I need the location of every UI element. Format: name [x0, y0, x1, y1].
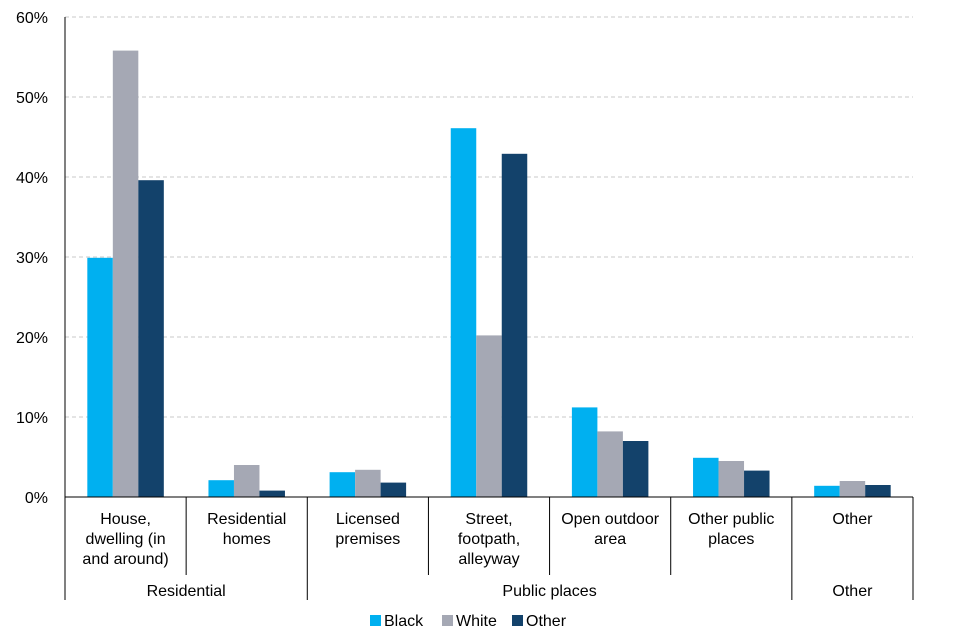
bar-black-5 [693, 457, 719, 497]
bar-black-4 [571, 407, 598, 497]
bar-black-1 [208, 480, 234, 497]
bar-white-2 [355, 469, 381, 497]
bar-other-3 [501, 153, 528, 498]
bar-white-3 [476, 335, 502, 497]
category-label: Street, footpath, alleyway [458, 511, 520, 568]
group-label: Residential [147, 583, 226, 600]
legend-swatch-white [442, 615, 453, 626]
legend-label-other: Other [526, 613, 567, 630]
category-label: House, dwelling (in and around) [82, 511, 168, 568]
group-labels: Residential Public places Other [147, 583, 874, 600]
bar-white-0 [112, 50, 139, 497]
bar-white-6 [839, 481, 866, 497]
y-tick-labels: 0% 10% 20% 30% 40% 50% 60% [16, 10, 48, 507]
category-label: Open outdoor area [561, 511, 660, 548]
y-tick-label: 50% [16, 90, 48, 107]
category-label: Other [832, 511, 873, 528]
bar-other-2 [380, 482, 407, 497]
bar-black-0 [87, 257, 113, 497]
bar-other-4 [622, 441, 649, 497]
bar-white-1 [233, 465, 260, 497]
bar-other-5 [744, 470, 770, 497]
legend-swatch-black [370, 615, 381, 626]
legend-swatch-other [512, 615, 523, 626]
legend: Black White Other [370, 613, 567, 630]
legend-label-white: White [456, 613, 497, 630]
bar-black-3 [450, 128, 477, 497]
y-tick-label: 30% [16, 250, 48, 267]
group-label: Other [832, 583, 873, 600]
bar-black-6 [814, 485, 840, 497]
bar-black-2 [329, 472, 356, 497]
bars [87, 50, 891, 498]
y-tick-label: 10% [16, 410, 48, 427]
y-tick-label: 40% [16, 170, 48, 187]
legend-label-black: Black [384, 613, 424, 630]
category-label: Licensed premises [335, 511, 400, 548]
category-label: Residential homes [207, 511, 286, 548]
group-label: Public places [502, 583, 596, 600]
bar-white-5 [718, 461, 745, 497]
category-labels: House, dwelling (in and around) Residential… [82, 511, 873, 568]
y-tick-label: 20% [16, 330, 48, 347]
y-tick-label: 0% [25, 490, 48, 507]
category-label: Other public places [688, 511, 774, 548]
y-tick-label: 60% [16, 10, 48, 27]
bar-other-1 [259, 490, 285, 497]
bar-other-6 [865, 485, 891, 497]
bar-white-4 [597, 431, 623, 497]
axes [64, 17, 914, 600]
bar-other-0 [138, 180, 164, 497]
